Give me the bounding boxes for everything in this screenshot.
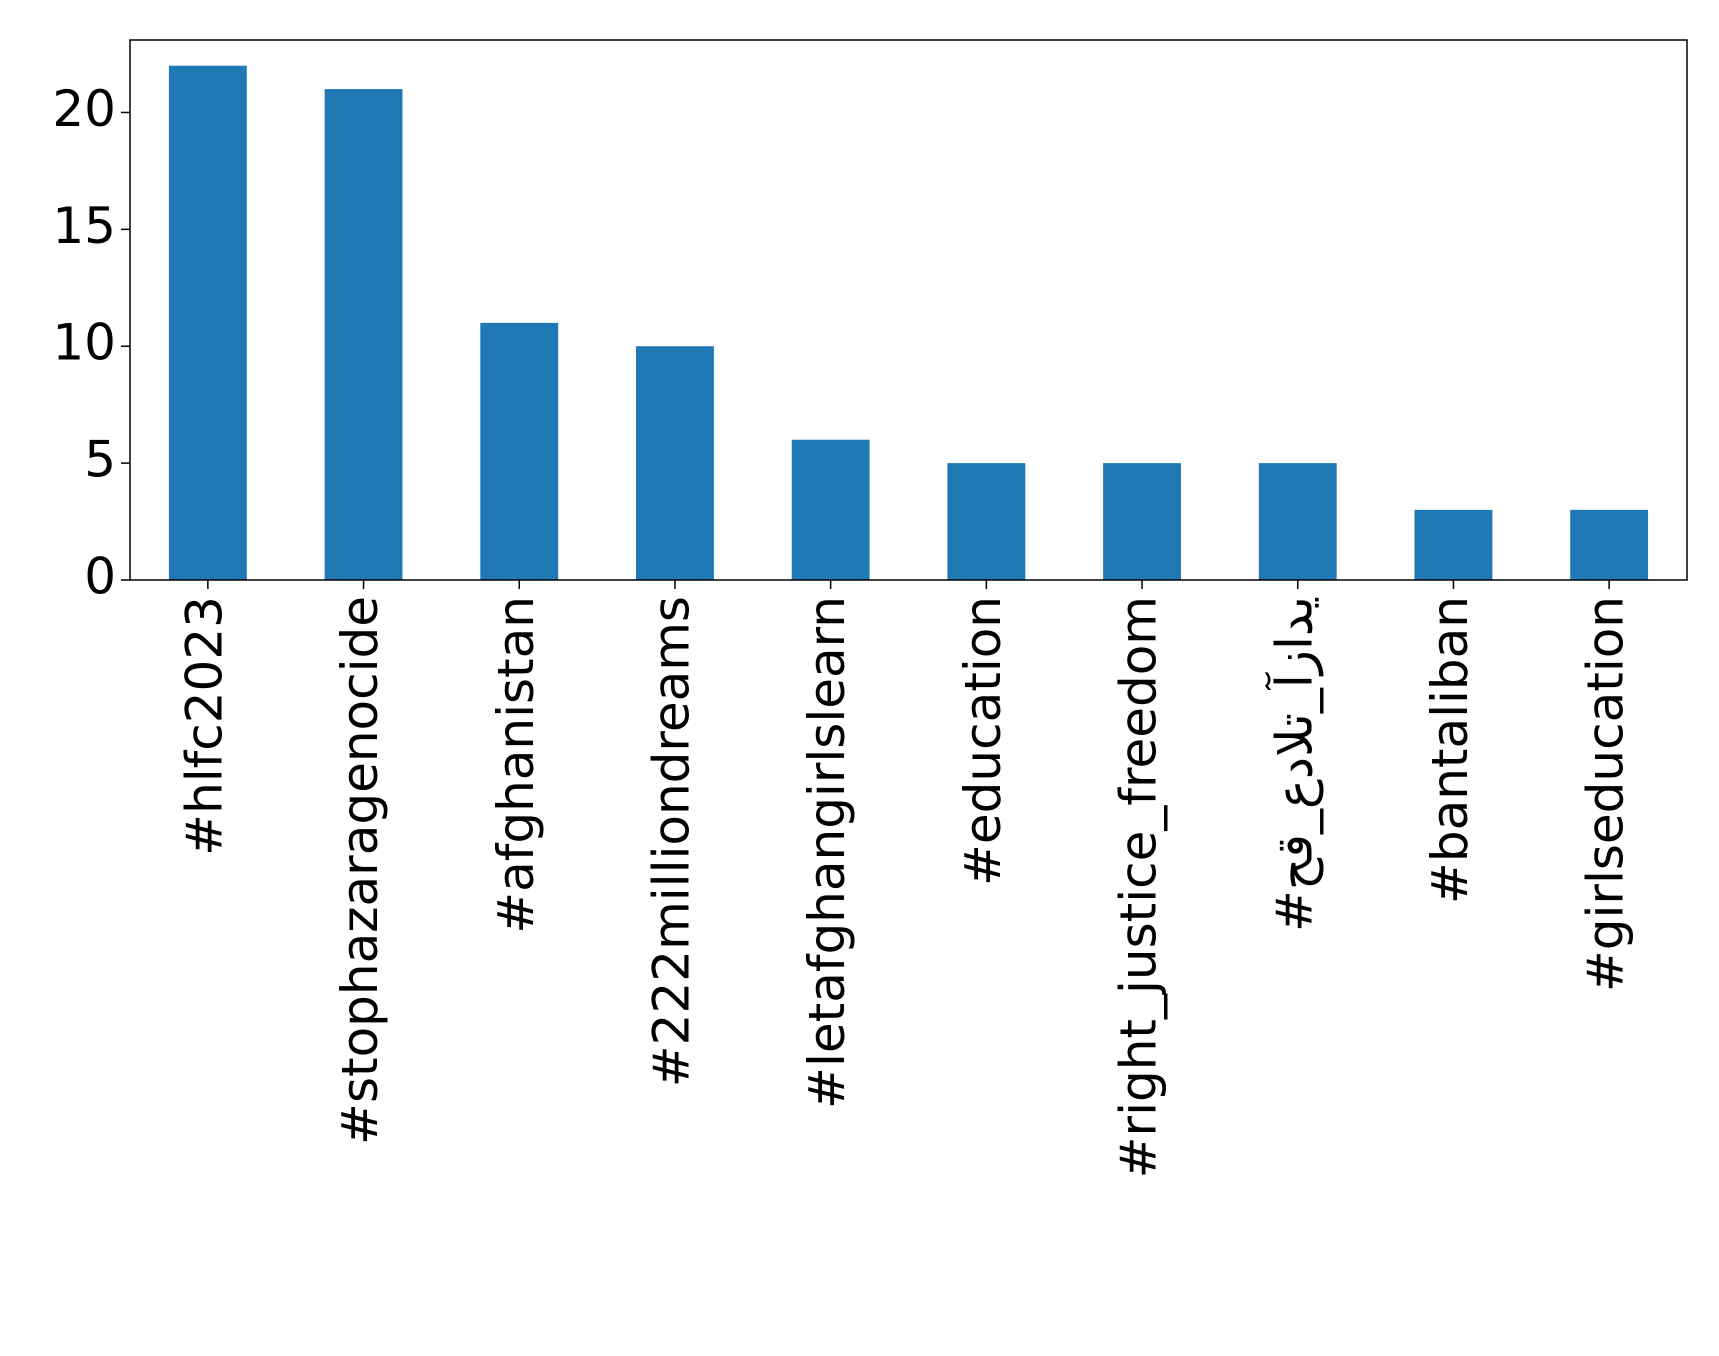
x-tick-label: #bantaliban [1421,596,1479,904]
y-tick-label: 20 [52,80,116,138]
bar [1258,463,1337,580]
x-tick-label: #girlseducation [1577,596,1635,992]
bar [636,346,714,580]
x-tick-label: #222milliondreams [642,596,700,1087]
x-tick-label: #afghanistan [487,596,545,934]
bar [1570,509,1649,580]
x-tick-label: #hlfc2023 [175,596,233,856]
y-tick-label: 10 [52,314,116,372]
bar [947,463,1026,580]
x-tick-label: #education [954,596,1012,886]
y-tick-label: 5 [84,431,116,489]
x-tick-label: #right_justice_freedom [1110,596,1168,1178]
bar [168,65,247,580]
plot-frame [129,39,1688,581]
bar [480,322,559,580]
y-tick-label: 15 [52,197,116,255]
x-tick-label: #stophazaragenocide [331,596,389,1145]
x-tick-label: #letafghangirlslearn [798,596,856,1109]
bar [1414,509,1493,580]
bar [791,439,870,580]
bar [1103,463,1181,580]
bar [324,89,403,580]
x-tick-label: #حق_عدالت_آزادی [1264,596,1324,932]
y-tick-label: 0 [84,548,116,606]
